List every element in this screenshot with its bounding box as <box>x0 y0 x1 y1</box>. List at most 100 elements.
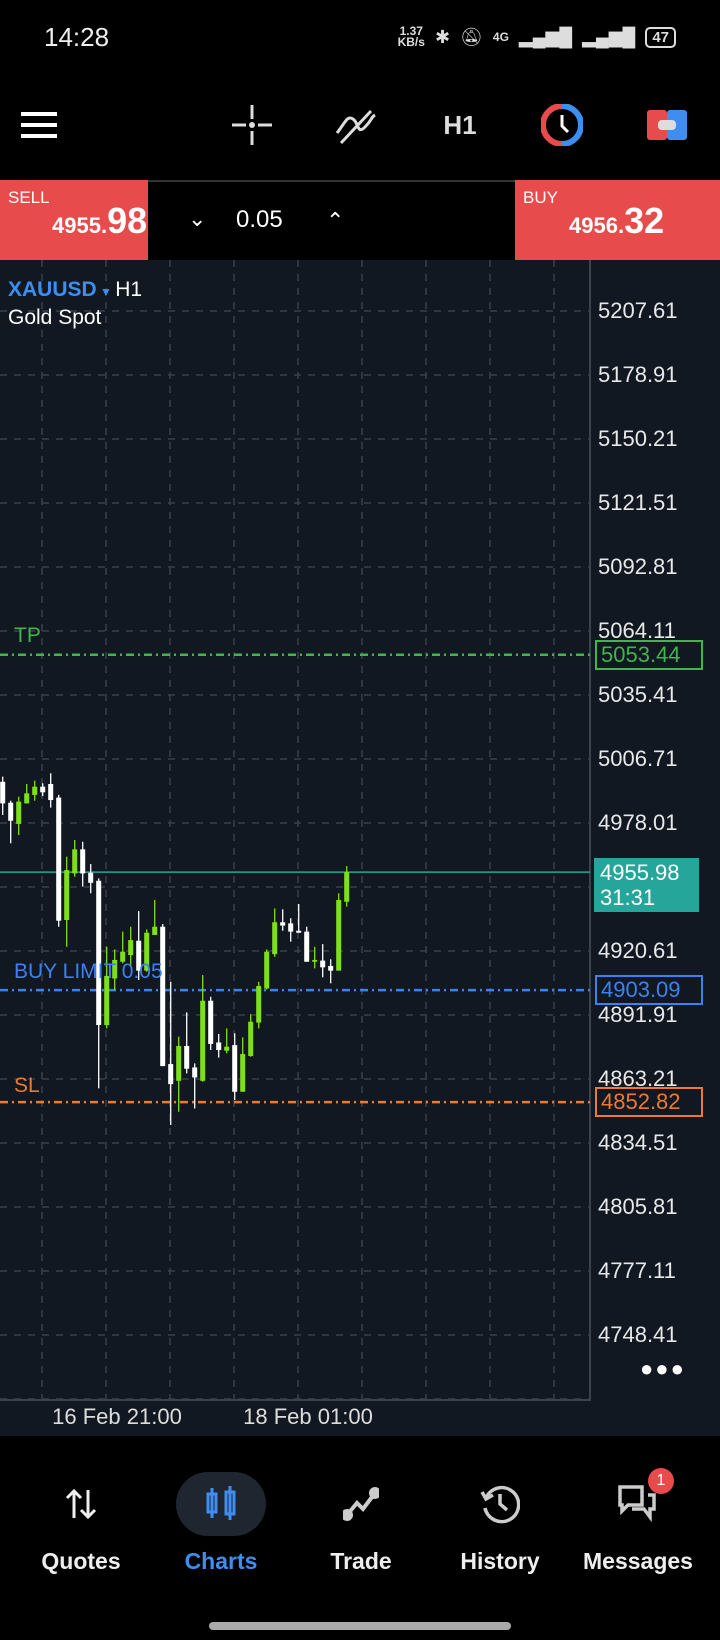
tp-price-tag[interactable]: 5053.44 <box>595 640 703 670</box>
candle-body <box>320 960 326 968</box>
candle-body <box>32 786 38 795</box>
indicators-icon[interactable] <box>330 100 380 150</box>
sell-price-pips: 98 <box>107 200 148 241</box>
candle-body <box>272 922 278 955</box>
candle-countdown: 31:31 <box>600 885 656 910</box>
price-axis-label: 5006.71 <box>598 746 678 771</box>
nav-label: Quotes <box>41 1548 121 1574</box>
status-bar-icons: 1.37 KB/s ✱ 🔕︎ 4G ▂▄▆█ ▂▄▆█ 47 <box>397 25 676 49</box>
price-axis-label: 4920.61 <box>598 938 678 963</box>
candle-body <box>256 986 262 1023</box>
history-icon <box>430 1472 570 1536</box>
symbol-dropdown-icon[interactable]: ▼ <box>96 285 116 299</box>
timeframe-button[interactable]: H1 <box>443 109 477 140</box>
price-axis-label: 4863.21 <box>598 1066 678 1091</box>
candle-body <box>80 849 86 874</box>
sl-line-label: SL <box>14 1074 40 1097</box>
buy-limit-price-tag[interactable]: 4903.09 <box>595 975 703 1005</box>
price-axis-label: 4891.91 <box>598 1002 678 1027</box>
time-label: 16 Feb 21:00 <box>52 1404 182 1429</box>
candle-body <box>344 872 350 902</box>
symbol-info: XAUUSD ▼ H1 Gold Spot <box>8 278 142 330</box>
charts-icon <box>176 1472 266 1536</box>
candle-body <box>40 786 46 793</box>
candle-body <box>136 940 142 971</box>
candle-body <box>8 802 14 821</box>
sl-price-tag[interactable]: 4852.82 <box>595 1087 703 1117</box>
price-axis-label: 5035.41 <box>598 682 678 707</box>
trade-panel-toggle-icon[interactable] <box>646 100 688 150</box>
candle-body <box>240 1054 246 1092</box>
nav-messages[interactable]: 1 Messages <box>568 1468 708 1575</box>
candle-body <box>160 926 166 1067</box>
buy-price-pips: 32 <box>624 200 665 241</box>
price-axis-label: 5064.11 <box>598 618 676 643</box>
price-axis-label: 4748.41 <box>598 1322 678 1347</box>
tp-line-label: TP <box>14 624 41 647</box>
messages-badge: 1 <box>648 1468 674 1494</box>
sell-label: SELL <box>8 188 50 207</box>
menu-icon[interactable] <box>20 100 60 150</box>
symbol-description: Gold Spot <box>8 306 102 329</box>
time-label: 18 Feb 01:00 <box>243 1404 373 1429</box>
candle-body <box>72 849 78 874</box>
candle-body <box>336 899 342 971</box>
volume-decrease-button[interactable]: ⌄ <box>188 206 207 231</box>
candle-body <box>288 923 294 932</box>
candle-body <box>112 959 118 979</box>
candle-body <box>248 1021 254 1057</box>
price-axis-label: 5150.21 <box>598 426 678 451</box>
price-axis-label: 5207.61 <box>598 298 678 323</box>
candle-body <box>264 951 270 989</box>
nav-quotes[interactable]: Quotes <box>11 1472 151 1575</box>
price-axis-label: 5178.91 <box>598 362 678 387</box>
candle-body <box>128 940 134 956</box>
symbol-name[interactable]: XAUUSD <box>8 278 97 301</box>
price-chart[interactable]: XAUUSD ▼ H1 Gold Spot 5207.61 5178.91 5150… <box>0 260 720 1436</box>
trade-icon <box>291 1472 431 1536</box>
nav-label: History <box>460 1548 540 1574</box>
candle-body <box>152 926 158 935</box>
current-price: 4955.98 <box>600 860 680 885</box>
candle-body <box>304 931 310 962</box>
candle-body <box>296 930 302 933</box>
more-options-icon[interactable]: ●●● <box>640 1356 686 1381</box>
candle-body <box>232 1045 238 1092</box>
chart-timeframe: H1 <box>115 278 143 301</box>
nav-label: Charts <box>184 1548 258 1574</box>
price-axis-label: 4834.51 <box>598 1130 678 1155</box>
net-speed: 1.37 KB/s <box>397 25 425 49</box>
volume-value[interactable]: 0.05 <box>236 206 283 233</box>
candle-body <box>88 872 94 883</box>
candle-body <box>0 781 6 804</box>
one-click-trading-icon[interactable] <box>540 100 584 150</box>
price-axis-label: 4805.81 <box>598 1194 678 1219</box>
current-price-tag: 4955.98 31:31 <box>594 858 699 912</box>
signal-icon: ▂▄▆█ <box>518 26 573 47</box>
quotes-icon <box>11 1472 151 1536</box>
price-axis-label: 5092.81 <box>598 554 678 579</box>
volume-increase-button[interactable]: ⌃ <box>326 208 345 233</box>
chart-canvas[interactable] <box>0 260 720 1436</box>
home-indicator[interactable] <box>209 1622 511 1630</box>
candle-body <box>192 1067 198 1078</box>
sell-price-main: 4955. <box>52 213 108 238</box>
crosshair-icon[interactable] <box>230 100 274 150</box>
buy-price-main: 4956. <box>569 213 625 238</box>
sell-button[interactable]: SELL 4955.98 <box>0 180 148 260</box>
nav-trade[interactable]: Trade <box>291 1472 431 1575</box>
price-axis-label: 4777.11 <box>598 1258 676 1283</box>
messages-icon: 1 <box>568 1468 708 1536</box>
candle-body <box>16 801 22 824</box>
buy-button[interactable]: BUY 4956.32 <box>515 180 720 260</box>
candle-body <box>280 922 286 926</box>
candle-body <box>216 1042 222 1051</box>
sell-price: 4955.98 <box>52 200 147 242</box>
candle-body <box>176 1046 182 1081</box>
candle-body <box>208 1000 214 1045</box>
nav-history[interactable]: History <box>430 1472 570 1575</box>
nav-label: Messages <box>583 1548 693 1574</box>
net-speed-unit: KB/s <box>397 35 425 49</box>
nav-charts[interactable]: Charts <box>151 1472 291 1575</box>
candle-body <box>64 870 70 921</box>
